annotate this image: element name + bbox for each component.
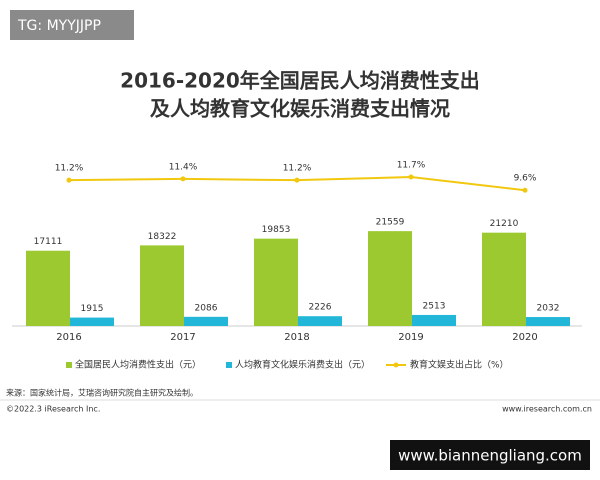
data-label: 1915 xyxy=(81,304,104,314)
copyright: ©2022.3 iResearch Inc. xyxy=(6,405,100,414)
bar xyxy=(26,250,70,326)
website: www.iresearch.com.cn xyxy=(502,405,592,414)
bar xyxy=(184,316,228,326)
chart-subtitle: 及人均教育文化娱乐消费支出情况 xyxy=(150,97,450,121)
chart-title: 2016-2020年全国居民人均消费性支出 xyxy=(120,69,480,93)
data-label: 11.2% xyxy=(55,164,84,174)
bar xyxy=(298,316,342,326)
x-tick-label: 2020 xyxy=(512,332,537,343)
legend-label: 全国居民人均消费性支出（元） xyxy=(75,359,201,371)
legend-label: 教育文娱支出占比（%） xyxy=(410,359,509,371)
bar xyxy=(526,317,570,326)
x-tick-label: 2016 xyxy=(56,332,81,343)
data-label: 19853 xyxy=(262,225,291,235)
bar xyxy=(368,231,412,326)
line-point xyxy=(522,187,528,193)
overlay-text: www.biannengliang.com xyxy=(398,447,582,465)
watermark: TG: MYYJJPP xyxy=(17,18,101,34)
overlay-box xyxy=(390,440,590,470)
legend-swatch xyxy=(393,362,399,368)
data-label: 18322 xyxy=(148,232,177,242)
line-point xyxy=(408,174,414,180)
x-tick-label: 2018 xyxy=(284,332,309,343)
bar xyxy=(412,314,456,326)
data-label: 2513 xyxy=(423,301,446,311)
data-label: 2032 xyxy=(537,304,560,314)
line-point xyxy=(294,177,300,183)
data-label: 2086 xyxy=(195,303,218,313)
x-tick-label: 2017 xyxy=(170,332,195,343)
data-label: 2226 xyxy=(309,303,332,313)
legend-swatch xyxy=(226,362,232,368)
bar xyxy=(482,232,526,326)
data-label: 21559 xyxy=(376,218,405,228)
line-point xyxy=(180,176,186,182)
data-label: 9.6% xyxy=(514,174,537,184)
data-label: 17111 xyxy=(34,237,63,247)
legend-label: 人均教育文化娱乐消费支出（元） xyxy=(235,359,370,371)
legend-swatch xyxy=(66,362,72,368)
bar xyxy=(140,245,184,326)
data-label: 11.7% xyxy=(397,161,426,171)
bar xyxy=(254,238,298,326)
watermark-box xyxy=(10,10,134,40)
data-label: 11.2% xyxy=(283,164,312,174)
x-tick-label: 2019 xyxy=(398,332,423,343)
line-point xyxy=(66,177,72,183)
data-label: 21210 xyxy=(490,219,519,229)
data-label: 11.4% xyxy=(169,162,198,172)
bar xyxy=(70,317,114,326)
source: 来源：国家统计局，艾瑞咨询研究院自主研究及绘制。 xyxy=(6,388,198,398)
